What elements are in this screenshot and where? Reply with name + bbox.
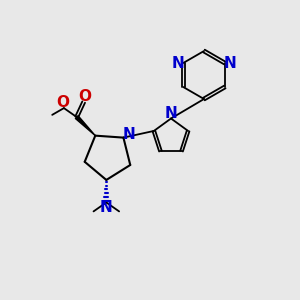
Text: N: N [122,127,135,142]
Text: N: N [172,56,184,70]
Text: O: O [56,95,69,110]
Text: N: N [100,200,113,215]
Text: O: O [78,89,92,104]
Text: N: N [224,56,236,70]
Polygon shape [75,116,95,136]
Text: N: N [165,106,177,121]
